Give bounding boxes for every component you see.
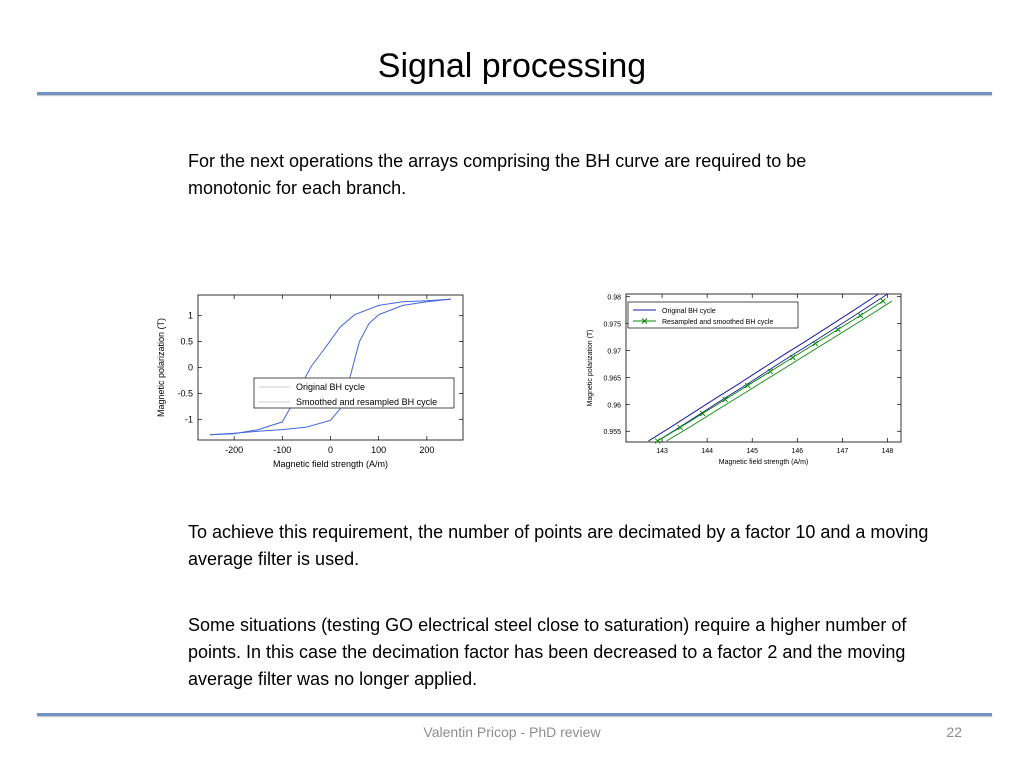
x-tick-label: -200: [225, 445, 243, 455]
x-tick-label: 144: [701, 448, 713, 455]
x-tick-label: 148: [882, 448, 894, 455]
series-line-2-branch-1: [666, 300, 893, 442]
x-tick-label: 0: [328, 445, 333, 455]
plot-frame: [197, 294, 464, 441]
y-tick-label: 0.975: [603, 322, 621, 329]
intro-paragraph: For the next operations the arrays compr…: [188, 151, 807, 198]
y-tick-label: -1: [185, 414, 193, 424]
page-number: 22: [946, 724, 962, 740]
y-tick-label: 0.98: [607, 295, 621, 302]
x-axis-label: Magnetic field strength (A/m): [273, 459, 388, 469]
x-tick-label: -100: [273, 445, 291, 455]
legend-entry: Original BH cycle: [662, 308, 716, 315]
x-tick-label: 143: [656, 448, 668, 455]
series-marker: [880, 298, 886, 304]
x-tick-label: 146: [791, 448, 803, 455]
series-marker: [744, 382, 751, 389]
series-marker: [835, 326, 841, 333]
series-line-1-branch-1: [657, 293, 888, 442]
title-divider: [37, 92, 992, 95]
y-tick-label: 0.96: [607, 402, 621, 409]
series-marker: [677, 424, 683, 431]
series-line-1: [648, 293, 879, 442]
legend-entry: Smoothed and resampled BH cycle: [296, 397, 437, 407]
x-axis-label: Magnetic field strength (A/m): [719, 459, 808, 466]
x-tick-label: 145: [746, 448, 758, 455]
x-tick-label: 147: [837, 448, 849, 455]
legend-box: [253, 377, 455, 409]
y-tick-label: 0.955: [603, 429, 621, 436]
series-marker: [767, 368, 774, 375]
series-line-1: [209, 298, 452, 436]
y-tick-label: 0.97: [607, 349, 621, 356]
legend-entry: Original BH cycle: [296, 382, 365, 392]
bh-cycle-chart: -200 -100 0 100 200 1 0.5 0 -0.5 -1 Magnetic field…: [156, 294, 464, 469]
legend-box: [627, 301, 799, 329]
series-marker: [812, 340, 819, 347]
x-tick-label: 100: [371, 445, 386, 455]
y-tick-label: 1: [188, 311, 193, 321]
x-tick-label: 200: [419, 445, 434, 455]
series-marker: [654, 438, 661, 444]
y-tick-label: -0.5: [177, 388, 193, 398]
y-tick-label: 0.5: [180, 337, 193, 347]
y-axis-label: Magnetic polarization (T): [587, 329, 594, 406]
legend-entry: Resampled and smoothed BH cycle: [662, 319, 773, 326]
footer-text: Valentin Pricop - PhD review: [423, 724, 601, 740]
slide-title: Signal processing: [377, 47, 647, 85]
y-axis-label: Magnetic polarization (T): [156, 318, 166, 417]
series-marker: [722, 396, 729, 403]
bh-cycle-zoom-chart: 143 144 145 146 147 148 0.98 0.975 0.97 0.965 0.96…: [587, 293, 902, 466]
series-marker: [857, 312, 864, 319]
y-tick-label: 0.965: [603, 375, 621, 382]
legend-marker: [641, 318, 648, 324]
y-tick-label: 0: [188, 363, 193, 373]
footer-divider: [37, 713, 992, 716]
saturation-paragraph: Some situations (testing GO electrical s…: [188, 615, 907, 689]
series-marker: [699, 410, 706, 417]
series-marker: [789, 354, 796, 361]
decimation-paragraph: To achieve this requirement, the number …: [188, 522, 929, 569]
